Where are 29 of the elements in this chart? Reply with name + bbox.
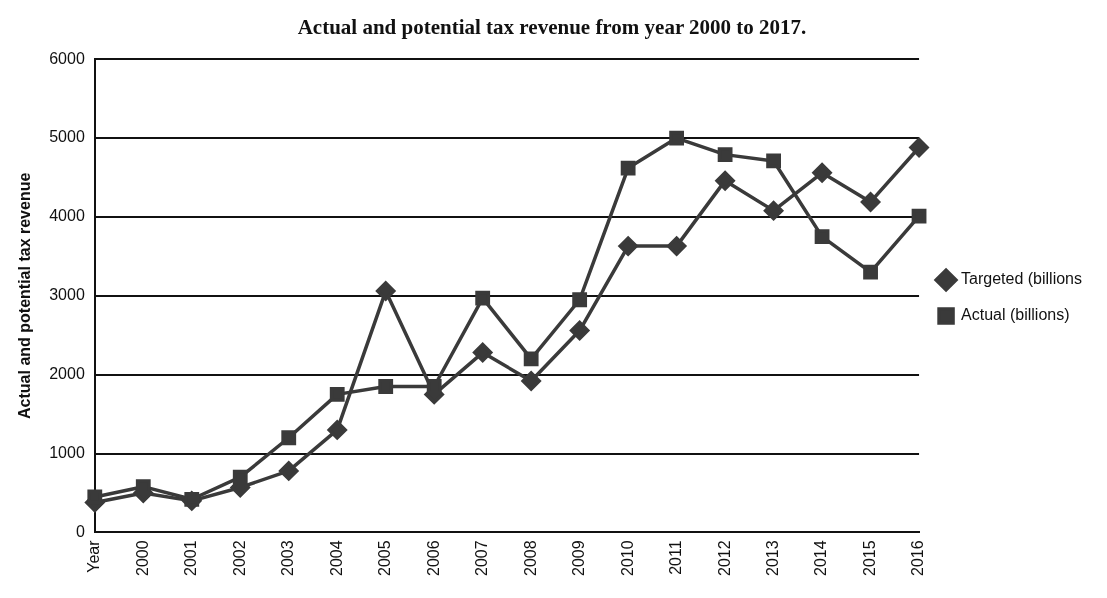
x-tick-label: 2011 bbox=[667, 540, 685, 575]
y-tick-label: 5000 bbox=[49, 128, 85, 146]
x-tick-label: 2014 bbox=[812, 540, 830, 576]
x-tick-label: 2005 bbox=[376, 540, 394, 576]
x-tick-label: 2006 bbox=[424, 540, 442, 576]
y-tick-label: 4000 bbox=[49, 207, 85, 225]
y-axis-title: Actual and potential tax revenue bbox=[16, 172, 34, 419]
x-tick-label: 2007 bbox=[473, 540, 491, 576]
x-tick-label: 2008 bbox=[521, 540, 539, 576]
x-tick-label: 2012 bbox=[715, 540, 733, 576]
y-tick-label: 0 bbox=[75, 522, 85, 540]
x-tick-label: 2000 bbox=[133, 540, 151, 576]
x-tick-label: 2002 bbox=[230, 540, 248, 576]
x-tick-label: Year bbox=[85, 539, 103, 573]
legend-label: Actual (billions) bbox=[961, 306, 1070, 324]
x-tick-label: 2013 bbox=[764, 540, 781, 576]
y-tick-label: 6000 bbox=[49, 49, 85, 67]
y-tick-label: 2000 bbox=[49, 365, 85, 383]
y-tick-label: 3000 bbox=[49, 286, 85, 304]
x-tick-label: 2003 bbox=[279, 540, 297, 576]
chart-title: Actual and potential tax revenue from year 2000 to 2017. bbox=[297, 15, 807, 40]
x-tick-label: 2015 bbox=[860, 540, 878, 576]
x-tick-label: 2009 bbox=[570, 540, 588, 576]
x-tick-label: 2010 bbox=[618, 540, 636, 576]
y-tick-label: 1000 bbox=[49, 443, 85, 461]
x-tick-label: 2016 bbox=[909, 540, 927, 576]
legend-label: Targeted (billions bbox=[961, 270, 1082, 288]
x-tick-label: 2004 bbox=[327, 540, 345, 576]
x-tick-label: 2001 bbox=[182, 540, 200, 576]
